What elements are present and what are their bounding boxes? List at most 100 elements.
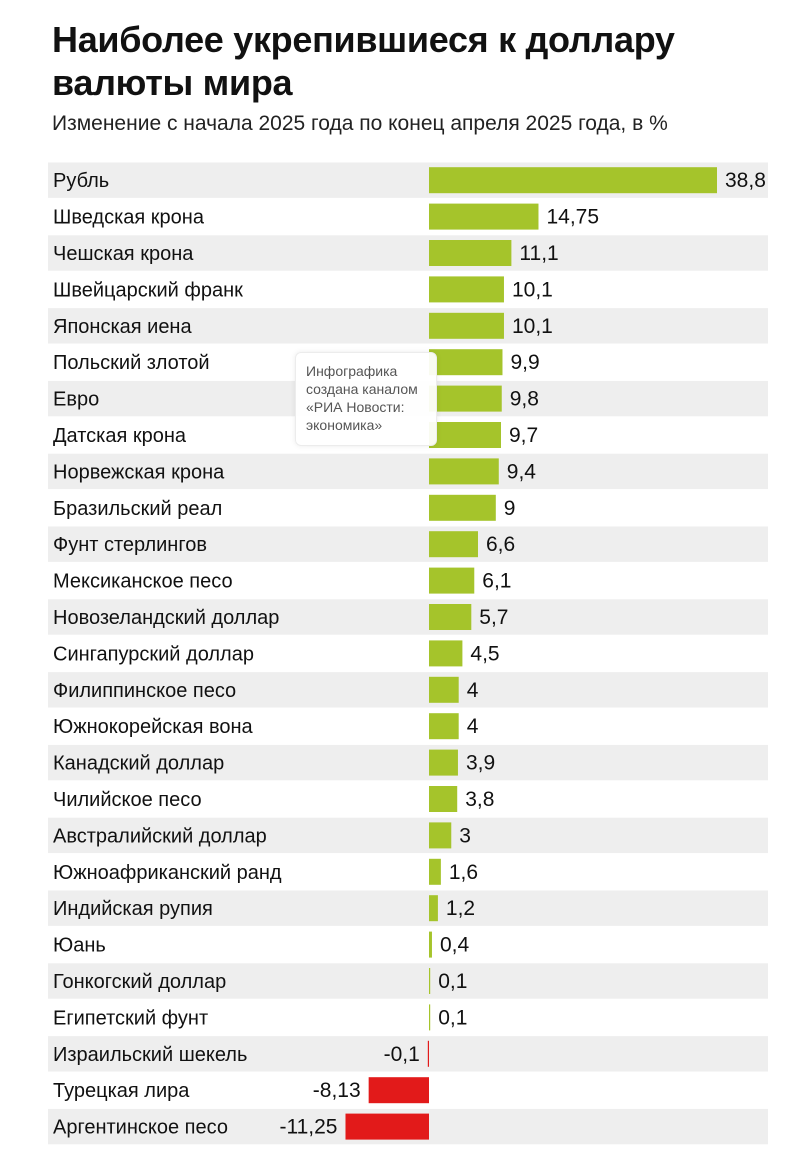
bar bbox=[429, 676, 459, 703]
category-label: Новозеландский доллар bbox=[53, 607, 279, 629]
row-stripe bbox=[48, 526, 768, 562]
row-stripe bbox=[48, 817, 768, 854]
value-label: 14,75 bbox=[546, 206, 599, 229]
value-label: 9,8 bbox=[510, 388, 539, 411]
bar bbox=[429, 713, 459, 740]
watermark-line: создана каналом bbox=[306, 381, 418, 397]
category-label: Египетский фунт bbox=[53, 1007, 208, 1029]
bar bbox=[429, 640, 463, 667]
category-label: Датская крона bbox=[53, 425, 187, 447]
value-label: 1,2 bbox=[446, 897, 475, 920]
value-label: 3,8 bbox=[465, 788, 494, 811]
value-label: -0,1 bbox=[384, 1043, 420, 1066]
category-label: Польский злотой bbox=[53, 352, 210, 374]
bar bbox=[429, 786, 458, 812]
bar bbox=[429, 604, 472, 630]
row-stripe bbox=[48, 235, 768, 271]
value-label: -8,13 bbox=[313, 1079, 361, 1102]
value-label: 0,1 bbox=[438, 1006, 467, 1029]
category-label: Норвежская крона bbox=[53, 461, 225, 483]
value-label: 5,7 bbox=[479, 606, 508, 629]
bar bbox=[429, 968, 431, 994]
category-label: Индийская рупия bbox=[53, 898, 213, 920]
category-label: Юань bbox=[53, 935, 106, 957]
category-label: Сингапурский доллар bbox=[53, 643, 254, 665]
row-stripe bbox=[48, 1036, 768, 1072]
category-label: Израильский шекель bbox=[53, 1044, 247, 1066]
category-label: Южноафриканский ранд bbox=[53, 862, 282, 884]
watermark-line: «РИА Новости: bbox=[306, 399, 405, 415]
category-label: Южнокорейская вона bbox=[53, 716, 254, 738]
bar bbox=[429, 749, 458, 776]
watermark-badge: Инфографика создана каналом «РИА Новости… bbox=[295, 352, 437, 446]
category-label: Турецкая лира bbox=[53, 1080, 190, 1102]
bar bbox=[429, 240, 512, 266]
bar bbox=[429, 312, 504, 339]
chart-subtitle: Изменение с начала 2025 года по конец ап… bbox=[52, 112, 668, 135]
value-label: -11,25 bbox=[279, 1116, 337, 1139]
bar bbox=[429, 895, 438, 922]
row-stripe bbox=[48, 672, 768, 708]
value-label: 4 bbox=[467, 679, 479, 702]
category-label: Канадский доллар bbox=[53, 753, 224, 775]
value-label: 9,7 bbox=[509, 424, 538, 447]
row-stripe bbox=[48, 744, 768, 781]
value-label: 4,5 bbox=[470, 642, 499, 665]
category-label: Аргентинское песо bbox=[53, 1117, 228, 1139]
bar bbox=[429, 931, 432, 958]
watermark-line: Инфографика bbox=[306, 363, 398, 379]
value-label: 9,9 bbox=[510, 351, 539, 374]
bar bbox=[427, 1040, 429, 1067]
bar bbox=[429, 276, 504, 303]
value-label: 1,6 bbox=[449, 861, 478, 884]
bar bbox=[429, 822, 452, 849]
category-label: Фунт стерлингов bbox=[53, 534, 207, 556]
bar bbox=[429, 203, 539, 230]
row-stripe bbox=[48, 308, 768, 344]
value-label: 11,1 bbox=[519, 242, 558, 265]
category-label: Шведская крона bbox=[53, 207, 205, 229]
value-label: 4 bbox=[467, 715, 479, 738]
category-label: Мексиканское песо bbox=[53, 571, 233, 593]
bar bbox=[368, 1077, 429, 1104]
bar bbox=[429, 1004, 431, 1031]
value-label: 10,1 bbox=[512, 315, 553, 338]
bar bbox=[345, 1113, 429, 1140]
category-label: Евро bbox=[53, 389, 99, 411]
category-label: Филиппинское песо bbox=[53, 680, 236, 702]
bar bbox=[429, 422, 501, 448]
row-stripe bbox=[48, 599, 768, 635]
value-label: 6,1 bbox=[482, 570, 511, 593]
bar bbox=[429, 349, 503, 376]
row-stripe bbox=[48, 963, 768, 999]
row-stripe bbox=[48, 453, 768, 490]
value-label: 9,4 bbox=[507, 460, 537, 483]
bar bbox=[429, 531, 478, 558]
value-label: 3 bbox=[459, 824, 471, 847]
category-label: Чилийское песо bbox=[53, 789, 202, 811]
category-label: Рубль bbox=[53, 170, 109, 192]
bar bbox=[429, 458, 499, 485]
value-label: 3,9 bbox=[466, 752, 495, 775]
bar bbox=[429, 858, 441, 885]
value-label: 0,1 bbox=[438, 970, 467, 993]
watermark-line: экономика» bbox=[306, 417, 383, 433]
bar bbox=[429, 385, 502, 412]
category-label: Чешская крона bbox=[53, 243, 194, 265]
value-label: 38,8 bbox=[725, 169, 766, 192]
bar bbox=[429, 494, 496, 521]
category-label: Швейцарский франк bbox=[53, 279, 243, 301]
value-label: 0,4 bbox=[440, 934, 470, 957]
category-label: Бразильский реал bbox=[53, 498, 222, 520]
chart-title: Наиболее укрепившиеся к доллару валюты м… bbox=[52, 19, 675, 103]
bar bbox=[429, 567, 475, 594]
value-label: 9 bbox=[504, 497, 516, 520]
category-label: Австралийский доллар bbox=[53, 825, 267, 847]
value-label: 6,6 bbox=[486, 533, 515, 556]
bar bbox=[429, 167, 717, 194]
value-label: 10,1 bbox=[512, 278, 553, 301]
row-stripe bbox=[48, 890, 768, 926]
category-label: Японская иена bbox=[53, 316, 192, 338]
category-label: Гонкогский доллар bbox=[53, 971, 226, 993]
